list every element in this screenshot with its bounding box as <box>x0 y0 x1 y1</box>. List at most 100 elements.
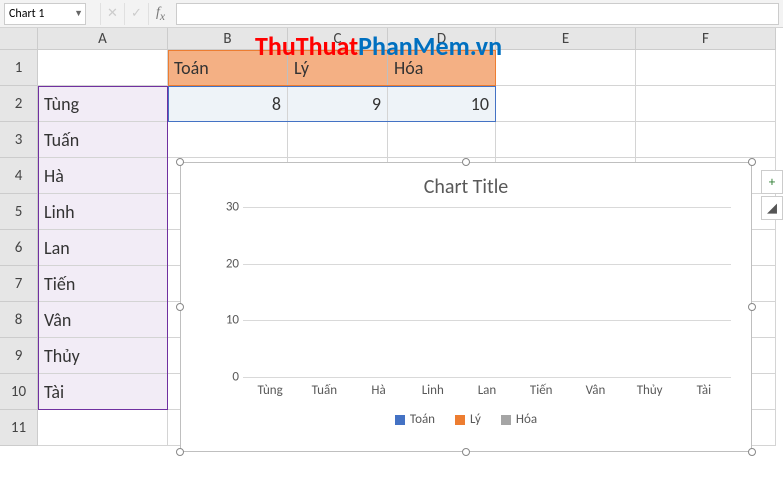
cell-D2[interactable]: 10 <box>388 86 496 122</box>
y-tick-30: 30 <box>226 200 239 215</box>
column-header-F[interactable]: F <box>636 28 776 50</box>
column-header-E[interactable]: E <box>496 28 636 50</box>
formula-cancel-button: ✕ <box>100 3 124 25</box>
resize-handle-ne[interactable] <box>748 158 756 166</box>
name-box-dropdown-icon[interactable]: ▼ <box>74 8 83 19</box>
formula-bar: Chart 1 ▼ ✕ ✓ fx <box>0 0 783 28</box>
row-2: 2Tùng8910 <box>0 86 783 122</box>
cell-A2[interactable]: Tùng <box>38 86 168 122</box>
cell-F1[interactable] <box>636 50 776 86</box>
row-3: 3Tuấn <box>0 122 783 158</box>
y-tick-10: 10 <box>226 313 239 328</box>
cell-B2[interactable]: 8 <box>168 86 288 122</box>
cell-E1[interactable] <box>496 50 636 86</box>
resize-handle-nw[interactable] <box>176 158 184 166</box>
resize-handle-w[interactable] <box>176 303 184 311</box>
select-all-corner[interactable] <box>0 28 38 50</box>
cell-A8[interactable]: Vân <box>38 302 168 338</box>
chart-title[interactable]: Chart Title <box>181 163 751 207</box>
resize-handle-se[interactable] <box>748 448 756 456</box>
cell-E3[interactable] <box>496 122 636 158</box>
cell-C3[interactable] <box>288 122 388 158</box>
legend-swatch <box>455 415 465 425</box>
x-label-Thủy: Thủy <box>633 383 667 398</box>
fx-button[interactable]: fx <box>148 3 172 25</box>
legend-label: Hóa <box>516 412 537 427</box>
row-header-7[interactable]: 7 <box>0 266 38 302</box>
row-header-9[interactable]: 9 <box>0 338 38 374</box>
row-header-5[interactable]: 5 <box>0 194 38 230</box>
chart-legend[interactable]: Toán Lý Hóa <box>181 412 751 427</box>
cell-A5[interactable]: Linh <box>38 194 168 230</box>
grid-line <box>243 264 731 265</box>
cell-E2[interactable] <box>496 86 636 122</box>
column-header-B[interactable]: B <box>168 28 288 50</box>
resize-handle-s[interactable] <box>462 448 470 456</box>
row-header-4[interactable]: 4 <box>0 158 38 194</box>
grid-line <box>243 207 731 208</box>
legend-item-Lý[interactable]: Lý <box>455 412 481 427</box>
row-header-3[interactable]: 3 <box>0 122 38 158</box>
cell-A6[interactable]: Lan <box>38 230 168 266</box>
formula-input[interactable] <box>176 3 779 25</box>
legend-item-Hóa[interactable]: Hóa <box>501 412 537 427</box>
cell-A7[interactable]: Tiến <box>38 266 168 302</box>
cell-F3[interactable] <box>636 122 776 158</box>
cell-A4[interactable]: Hà <box>38 158 168 194</box>
resize-handle-e[interactable] <box>748 303 756 311</box>
chart-bars <box>243 207 731 377</box>
chart-object[interactable]: Chart Title 0102030 TùngTuấnHàLinhLanTiế… <box>180 162 752 452</box>
y-tick-0: 0 <box>232 370 239 385</box>
row-header-1[interactable]: 1 <box>0 50 38 86</box>
row-header-11[interactable]: 11 <box>0 410 38 446</box>
cell-C1[interactable]: Lý <box>288 50 388 86</box>
chart-elements-button[interactable]: + <box>761 170 783 194</box>
y-tick-20: 20 <box>226 256 239 271</box>
chart-side-tools: + ◢ <box>761 170 783 222</box>
x-label-Hà: Hà <box>362 383 396 398</box>
chart-plot-area[interactable]: 0102030 <box>243 207 731 377</box>
cell-C2[interactable]: 9 <box>288 86 388 122</box>
x-label-Lan: Lan <box>470 383 504 398</box>
grid-line <box>243 377 731 378</box>
x-label-Vân: Vân <box>578 383 612 398</box>
column-header-C[interactable]: C <box>288 28 388 50</box>
cell-B1[interactable]: Toán <box>168 50 288 86</box>
legend-swatch <box>395 415 405 425</box>
row-header-2[interactable]: 2 <box>0 86 38 122</box>
chart-x-labels: Tùng Tuấn Hà Linh Lan Tiến Vân Thủy Tài <box>243 383 731 398</box>
row-header-8[interactable]: 8 <box>0 302 38 338</box>
x-label-Tuấn: Tuấn <box>307 383 341 398</box>
cell-A3[interactable]: Tuấn <box>38 122 168 158</box>
x-label-Tiến: Tiến <box>524 383 558 398</box>
column-header-D[interactable]: D <box>388 28 496 50</box>
resize-handle-sw[interactable] <box>176 448 184 456</box>
cell-A1[interactable] <box>38 50 168 86</box>
cell-A10[interactable]: Tài <box>38 374 168 410</box>
chart-styles-button[interactable]: ◢ <box>761 196 783 220</box>
legend-label: Toán <box>410 412 435 427</box>
column-headers-row: ABCDEF <box>0 28 783 50</box>
x-label-Linh: Linh <box>416 383 450 398</box>
cell-D1[interactable]: Hóa <box>388 50 496 86</box>
cell-B3[interactable] <box>168 122 288 158</box>
legend-label: Lý <box>470 412 481 427</box>
cell-A11[interactable] <box>38 410 168 446</box>
cell-A9[interactable]: Thủy <box>38 338 168 374</box>
fx-icon: fx <box>156 5 165 23</box>
formula-confirm-button: ✓ <box>124 3 148 25</box>
grid-line <box>243 320 731 321</box>
resize-handle-n[interactable] <box>462 158 470 166</box>
x-label-Tùng: Tùng <box>253 383 287 398</box>
legend-swatch <box>501 415 511 425</box>
row-header-6[interactable]: 6 <box>0 230 38 266</box>
cell-D3[interactable] <box>388 122 496 158</box>
name-box[interactable]: Chart 1 ▼ <box>4 3 86 25</box>
x-label-Tài: Tài <box>687 383 721 398</box>
row-1: 1 ToánLýHóa <box>0 50 783 86</box>
cell-F2[interactable] <box>636 86 776 122</box>
legend-item-Toán[interactable]: Toán <box>395 412 435 427</box>
chart-y-axis: 0102030 <box>203 207 239 377</box>
row-header-10[interactable]: 10 <box>0 374 38 410</box>
column-header-A[interactable]: A <box>38 28 168 50</box>
